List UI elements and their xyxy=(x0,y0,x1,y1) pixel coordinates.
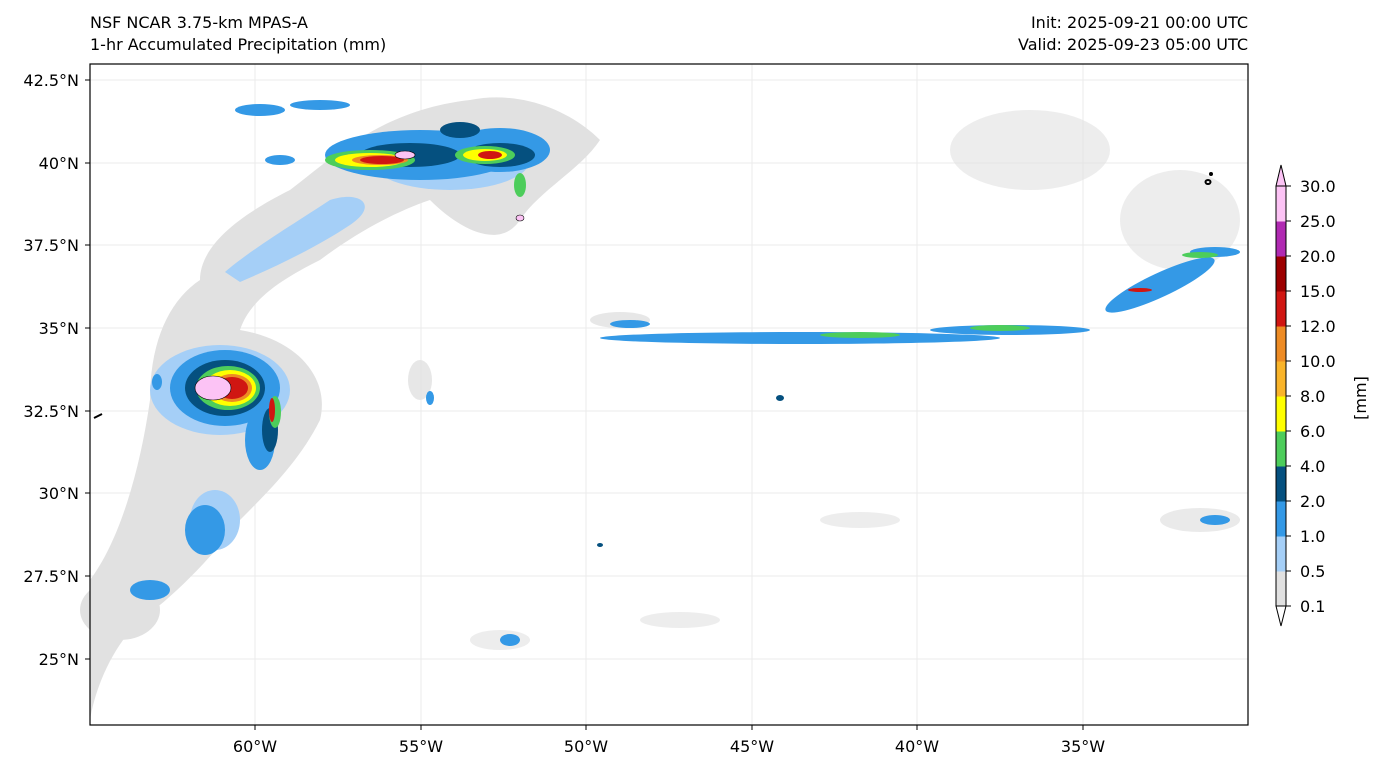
lon-labels: 60°W 55°W 50°W 45°W 40°W 35°W xyxy=(233,737,1105,756)
precip-30plus xyxy=(194,150,525,401)
colorbar-block xyxy=(1276,221,1286,257)
colorbar-tick-label: 2.0 xyxy=(1300,492,1325,511)
lat-label: 37.5°N xyxy=(23,236,79,255)
lat-label: 42.5°N xyxy=(23,71,79,90)
lat-labels: 42.5°N 40°N 37.5°N 35°N 32.5°N 30°N 27.5… xyxy=(23,71,79,669)
colorbar-block xyxy=(1276,501,1286,537)
lat-label: 25°N xyxy=(39,650,79,669)
lat-label: 35°N xyxy=(39,319,79,338)
field-title: 1-hr Accumulated Precipitation (mm) xyxy=(90,35,387,54)
colorbar-tick-label: 1.0 xyxy=(1300,527,1325,546)
map-panel xyxy=(80,63,1249,726)
colorbar-tick-label: 15.0 xyxy=(1300,282,1336,301)
init-time: Init: 2025-09-21 00:00 UTC xyxy=(1030,13,1248,32)
colorbar-block xyxy=(1276,431,1286,467)
colorbar-tick-label: 10.0 xyxy=(1300,352,1336,371)
colorbar-block xyxy=(1276,326,1286,362)
lat-label: 30°N xyxy=(39,484,79,503)
lat-label: 40°N xyxy=(39,154,79,173)
colorbar-blocks xyxy=(1276,186,1286,607)
colorbar-min-arrow xyxy=(1275,605,1287,627)
colorbar-block xyxy=(1276,571,1286,607)
lat-label: 32.5°N xyxy=(23,402,79,421)
colorbar-block xyxy=(1276,536,1286,572)
model-title: NSF NCAR 3.75-km MPAS-A xyxy=(90,13,308,32)
map-border xyxy=(89,63,1249,726)
lon-label: 60°W xyxy=(233,737,277,756)
colorbar-ticks: 0.1 0.5 1.0 2.0 4.0 6.0 8.0 10.0 12.0 15.0 20.0 25.… xyxy=(1286,177,1336,616)
colorbar-tick-label: 4.0 xyxy=(1300,457,1325,476)
colorbar-block xyxy=(1276,466,1286,502)
lon-label: 50°W xyxy=(564,737,608,756)
colorbar-tick-label: 20.0 xyxy=(1300,247,1336,266)
lon-ticks xyxy=(254,725,1084,730)
lon-label: 40°W xyxy=(895,737,939,756)
coastlines xyxy=(93,172,1213,419)
lat-ticks xyxy=(85,79,90,660)
valid-time: Valid: 2025-09-23 05:00 UTC xyxy=(1017,35,1248,54)
lon-label: 55°W xyxy=(399,737,443,756)
colorbar-label: [mm] xyxy=(1351,376,1370,420)
colorbar-tick-label: 0.5 xyxy=(1300,562,1325,581)
colorbar-block xyxy=(1276,396,1286,432)
colorbar-block xyxy=(1276,186,1286,222)
colorbar: 0.1 0.5 1.0 2.0 4.0 6.0 8.0 10.0 12.0 15.0 20.0 25.… xyxy=(1275,164,1370,627)
colorbar-block xyxy=(1276,256,1286,292)
lat-label: 27.5°N xyxy=(23,567,79,586)
colorbar-block xyxy=(1276,361,1286,397)
colorbar-tick-label: 25.0 xyxy=(1300,212,1336,231)
colorbar-tick-label: 6.0 xyxy=(1300,422,1325,441)
colorbar-tick-label: 12.0 xyxy=(1300,317,1336,336)
colorbar-max-arrow xyxy=(1275,164,1287,187)
colorbar-block xyxy=(1276,291,1286,327)
colorbar-tick-label: 8.0 xyxy=(1300,387,1325,406)
colorbar-tick-label: 30.0 xyxy=(1300,177,1336,196)
precip-light xyxy=(80,97,1240,721)
colorbar-tick-label: 0.1 xyxy=(1300,597,1325,616)
lon-label: 45°W xyxy=(730,737,774,756)
lon-label: 35°W xyxy=(1061,737,1105,756)
